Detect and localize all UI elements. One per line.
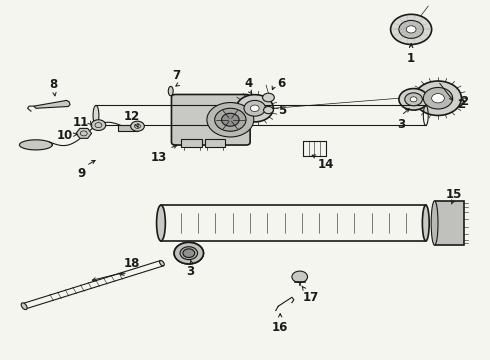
Polygon shape: [118, 126, 138, 131]
Polygon shape: [34, 100, 70, 108]
Circle shape: [410, 97, 417, 102]
Ellipse shape: [168, 86, 173, 96]
Text: 3: 3: [186, 265, 195, 278]
Text: 17: 17: [303, 291, 319, 304]
Circle shape: [399, 21, 423, 39]
Ellipse shape: [21, 303, 27, 310]
Bar: [205, 139, 225, 147]
Circle shape: [215, 108, 246, 131]
Circle shape: [244, 100, 266, 116]
Polygon shape: [76, 129, 92, 138]
FancyBboxPatch shape: [172, 94, 250, 145]
Text: 16: 16: [272, 320, 289, 334]
Text: 4: 4: [245, 77, 253, 90]
Text: 2: 2: [460, 95, 468, 108]
Circle shape: [91, 120, 106, 131]
Circle shape: [264, 107, 273, 114]
Text: 1: 1: [407, 51, 415, 64]
Circle shape: [221, 113, 239, 126]
Circle shape: [406, 26, 416, 33]
Circle shape: [236, 95, 273, 122]
Text: 11: 11: [73, 116, 89, 129]
Circle shape: [174, 242, 203, 264]
Text: 2: 2: [458, 98, 466, 111]
Text: 12: 12: [123, 110, 140, 123]
Text: 14: 14: [318, 158, 334, 171]
Circle shape: [391, 14, 432, 44]
Circle shape: [405, 93, 422, 106]
Ellipse shape: [160, 261, 164, 266]
Ellipse shape: [93, 105, 99, 126]
Text: 9: 9: [77, 167, 85, 180]
Circle shape: [250, 105, 259, 112]
Text: 3: 3: [397, 118, 405, 131]
Text: 7: 7: [172, 69, 181, 82]
Text: 13: 13: [150, 150, 167, 163]
Text: 6: 6: [277, 77, 285, 90]
Circle shape: [432, 94, 444, 103]
Text: 5: 5: [278, 104, 287, 117]
Text: 10: 10: [57, 129, 73, 142]
Circle shape: [415, 81, 462, 116]
Circle shape: [183, 249, 195, 257]
Circle shape: [174, 242, 203, 264]
Circle shape: [292, 271, 308, 283]
Ellipse shape: [431, 201, 438, 245]
Ellipse shape: [157, 205, 165, 241]
Text: 18: 18: [123, 257, 140, 270]
Circle shape: [423, 87, 453, 109]
Bar: [181, 139, 202, 147]
Ellipse shape: [422, 205, 429, 241]
Polygon shape: [435, 201, 464, 245]
Circle shape: [399, 89, 428, 110]
Text: 8: 8: [49, 78, 58, 91]
Text: 15: 15: [446, 188, 462, 201]
Circle shape: [131, 121, 145, 131]
Circle shape: [180, 247, 197, 260]
Polygon shape: [20, 140, 52, 150]
Circle shape: [207, 103, 254, 137]
Circle shape: [263, 93, 274, 102]
